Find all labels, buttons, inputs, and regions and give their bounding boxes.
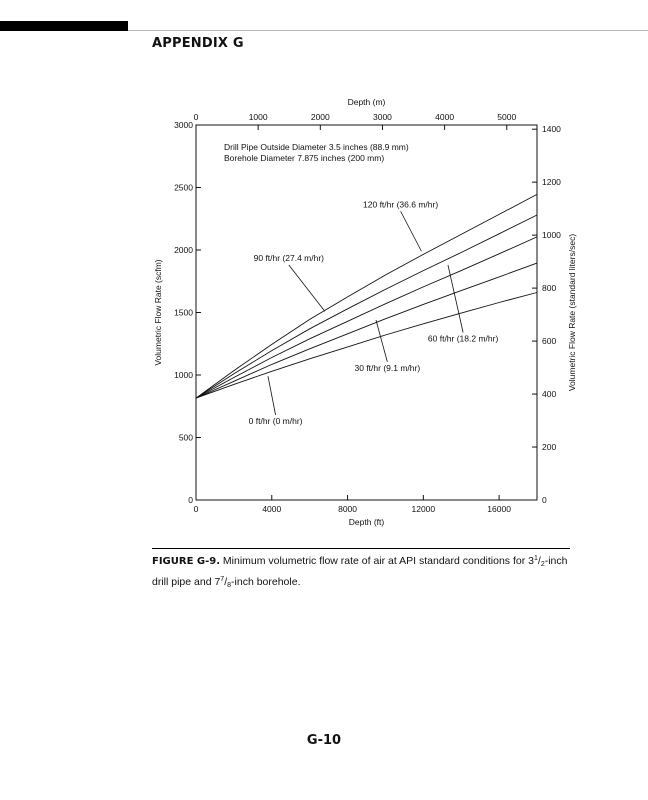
y2-tick-label: 800: [542, 283, 556, 293]
appendix-heading: APPENDIX G: [152, 36, 244, 51]
header-bar: [0, 21, 128, 31]
caption-part-1: Minimum volumetric flow rate of air at A…: [220, 555, 534, 567]
y2-tick-label: 400: [542, 389, 556, 399]
chart-series: [195, 194, 538, 399]
chart-annotations: 120 ft/hr (36.6 m/hr) 90 ft/hr (27.4 m/hr…: [249, 199, 499, 426]
x2-tick-label: 1000: [249, 112, 268, 122]
chart-note: Drill Pipe Outside Diameter 3.5 inches (…: [224, 142, 409, 152]
series-line-3: [195, 214, 538, 399]
leader-line: [288, 264, 326, 312]
series-label: 60 ft/hr (18.2 m/hr): [428, 334, 499, 344]
y-axis-label: Volumetric Flow Rate (scfm): [153, 259, 163, 365]
chart-notes: Drill Pipe Outside Diameter 3.5 inches (…: [224, 142, 409, 163]
x-axis-label: Depth (ft): [349, 517, 385, 527]
frac1-denominator: 2: [540, 561, 545, 568]
series-line-2: [195, 236, 538, 399]
x2-tick-label: 0: [194, 112, 199, 122]
x-tick-label: 4000: [262, 504, 281, 514]
series-line-1: [195, 262, 538, 399]
page-number: G-10: [306, 733, 342, 748]
series-label: 90 ft/hr (27.4 m/hr): [254, 253, 325, 263]
series-line-0: [195, 292, 538, 399]
y-tick-label: 500: [179, 433, 193, 443]
header-rule: [128, 30, 648, 31]
x2-tick-label: 5000: [497, 112, 516, 122]
frac1-numerator: 1: [533, 555, 538, 562]
leader-line: [267, 376, 276, 416]
x2-axis-label: Depth (m): [348, 97, 386, 107]
y-tick-label: 0: [188, 495, 193, 505]
y-tick-label: 1500: [174, 308, 193, 318]
y-tick-label: 2500: [174, 183, 193, 193]
y-tick-label: 3000: [174, 120, 193, 130]
leader-line: [400, 211, 422, 252]
y2-tick-label: 600: [542, 336, 556, 346]
x2-tick-label: 3000: [373, 112, 392, 122]
x-tick-label: 16000: [487, 504, 511, 514]
y-tick-label: 2000: [174, 245, 193, 255]
frac2-numerator: 7: [220, 576, 225, 583]
y2-tick-label: 200: [542, 442, 556, 452]
frac2-denominator: 8: [227, 582, 232, 589]
series-line-4: [195, 194, 538, 399]
figure-caption: FIGURE G-9. Minimum volumetric flow rate…: [152, 555, 568, 589]
caption-part-3: -inch borehole.: [231, 576, 301, 588]
x2-tick-label: 4000: [435, 112, 454, 122]
series-label: 0 ft/hr (0 m/hr): [249, 416, 303, 426]
figure-label: FIGURE G-9.: [152, 556, 221, 567]
chart-note: Borehole Diameter 7.875 inches (200 mm): [224, 153, 384, 163]
x-tick-label: 12000: [412, 504, 436, 514]
x-tick-label: 8000: [338, 504, 357, 514]
series-label: 30 ft/hr (9.1 m/hr): [355, 363, 421, 373]
y2-axis-label: Volumetric Flow Rate (standard liters/se…: [567, 234, 577, 391]
caption-rule: [152, 548, 570, 549]
y2-tick-label: 0: [542, 495, 547, 505]
y2-tick-label: 1000: [542, 230, 561, 240]
y2-tick-label: 1400: [542, 124, 561, 134]
caption-part-2: -inch drill pipe and 7: [152, 555, 568, 588]
y-tick-label: 1000: [174, 370, 193, 380]
y2-tick-label: 1200: [542, 177, 561, 187]
leader-line: [375, 319, 388, 362]
leader-line: [447, 264, 464, 333]
x2-tick-label: 2000: [311, 112, 330, 122]
series-label: 120 ft/hr (36.6 m/hr): [363, 199, 438, 209]
x-tick-label: 0: [194, 504, 199, 514]
